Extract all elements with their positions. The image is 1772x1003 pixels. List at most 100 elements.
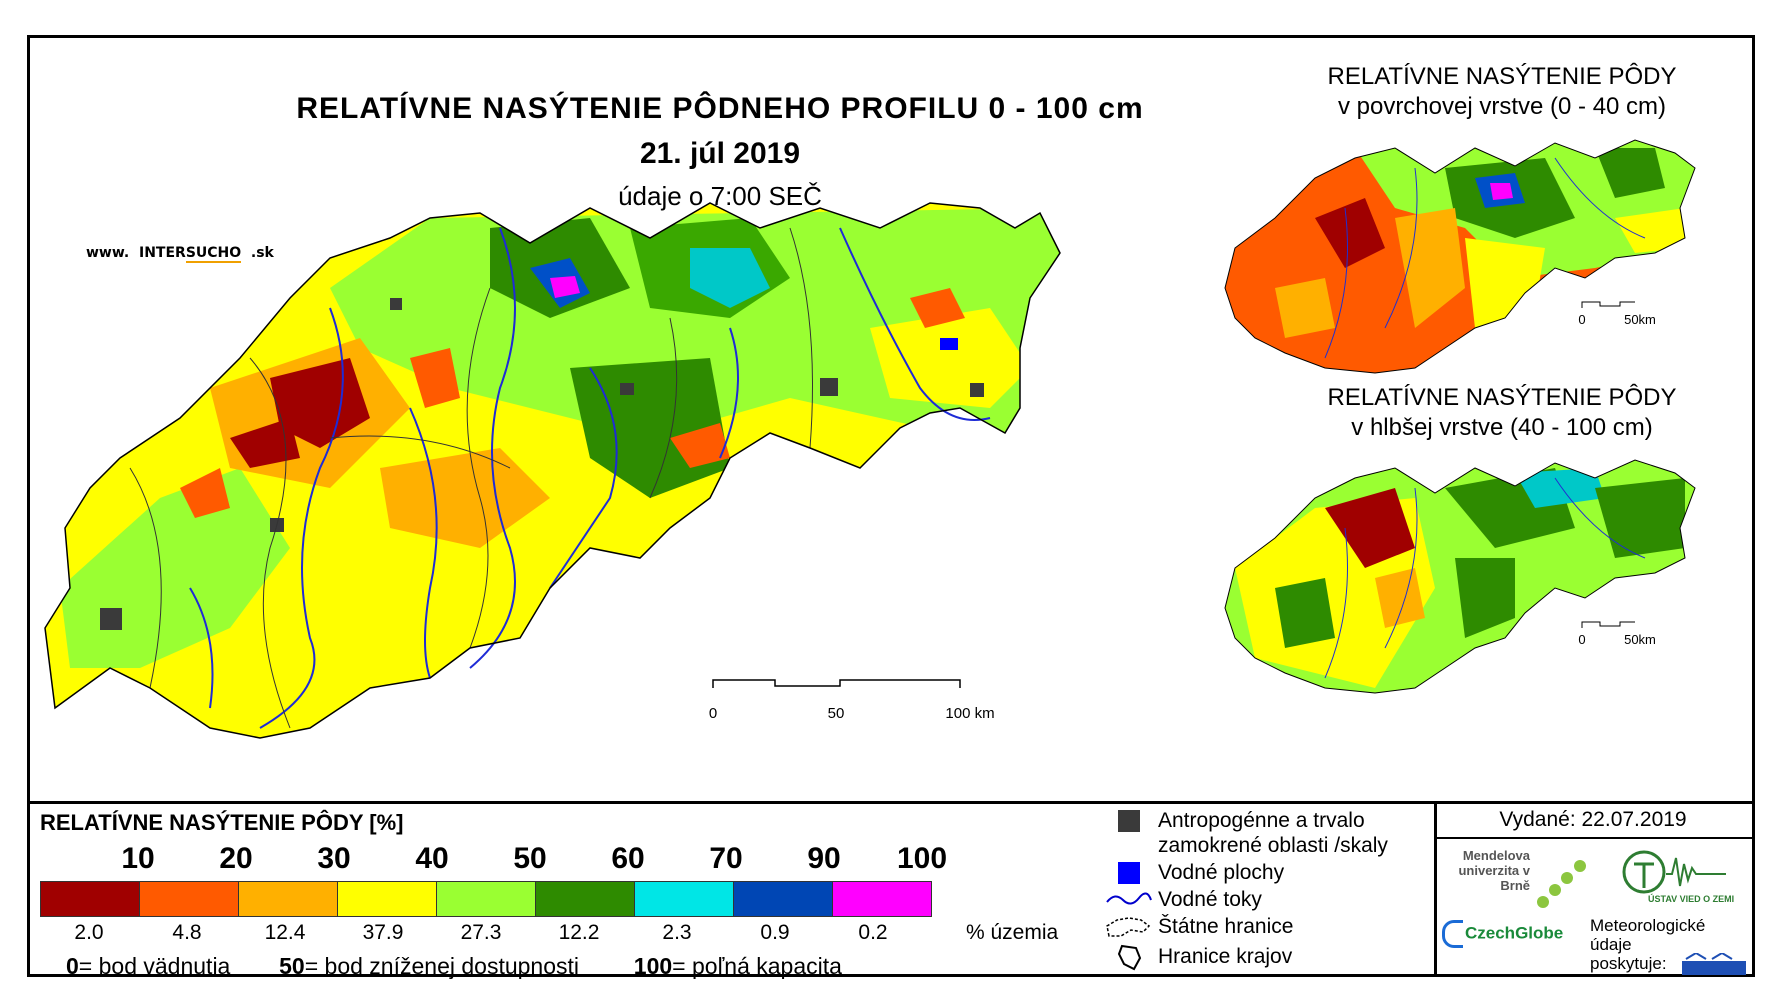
scale-bar-inset-deeper: [1581, 621, 1635, 628]
inset-bottom-title-line2: v hlbšej vrstve (40 - 100 cm): [1351, 414, 1653, 441]
mendel-university-logo: Mendelova univerzita v Brně: [1458, 848, 1530, 893]
symbol-label-rivers: Vodné toky: [1158, 888, 1262, 911]
state-border-main: [44, 202, 1061, 739]
shmu-logo-icon: [1682, 953, 1746, 975]
legend-threshold-40: 40: [415, 842, 449, 875]
legend-share-4: 27.3: [460, 921, 502, 944]
map-frame: RELATÍVNE NASÝTENIE PÔDNEHO PROFILU 0 - …: [27, 35, 1755, 980]
scale-inset-surface-label-0: 0: [1578, 312, 1585, 327]
legend-share-0: 2.0: [74, 921, 104, 944]
czechglobe-logo: CzechGlobe: [1442, 920, 1582, 948]
legend-title: RELATÍVNE NASÝTENIE PÔDY [%]: [40, 810, 404, 835]
legend-swatch-5: [535, 882, 634, 916]
legend-notes: 0= bod vädnutia 50= bod zníženej dostupn…: [66, 953, 842, 980]
main-map-raster: [45, 203, 1060, 738]
symbol-label-water-bodies: Vodné plochy: [1158, 861, 1285, 884]
czechglobe-name: CzechGlobe: [1465, 923, 1564, 943]
border-outline-icon: [1106, 917, 1151, 937]
scale-inset-deeper-label-50: 50km: [1624, 632, 1656, 647]
legend-threshold-30: 30: [317, 842, 351, 875]
website-name-a: INTER: [138, 245, 186, 261]
legend-threshold-70: 70: [709, 842, 743, 875]
scale-inset-surface-label-50: 50km: [1624, 312, 1656, 327]
uvgz-logo-icon: [1622, 850, 1726, 894]
legend-color-bar: [40, 881, 932, 917]
state-border-inset-deeper: [1224, 459, 1696, 694]
river-line-icon: [1106, 892, 1152, 905]
meteo-line3: poskytuje:: [1590, 954, 1667, 973]
note-0-value: 0: [66, 953, 79, 979]
scale-bar-inset-surface: [1581, 301, 1635, 308]
uvgz-logo-text: ÚSTAV VIED O ZEMI: [1648, 894, 1735, 904]
rivers-main: [189, 227, 991, 729]
inset-map-deeper-layer: 0 50km: [1224, 459, 1696, 694]
legend-threshold-10: 10: [121, 842, 155, 875]
inset-top-title: RELATÍVNE NASÝTENIE PÔDY v povrchovej vr…: [1252, 62, 1752, 122]
note-100-value: 100: [633, 953, 673, 979]
legend-threshold-50: 50: [513, 842, 547, 875]
note-50-value: 50: [279, 953, 305, 979]
symbol-label-region-borders: Hranice krajov: [1158, 945, 1293, 968]
legend-threshold-20: 20: [219, 842, 253, 875]
region-borders-main: [129, 227, 813, 729]
symbol-label-anthropogenic: Antropogénne a trvalo zamokrené oblasti …: [1158, 808, 1388, 858]
legend-threshold-100: 100: [896, 842, 948, 875]
rivers-inset-deeper: [1324, 477, 1646, 679]
legend-swatch-7: [733, 882, 832, 916]
note-0-text: = bod vädnutia: [78, 953, 231, 979]
inset-map-surface-layer: 0 50km: [1224, 139, 1696, 374]
legend-share-5: 12.2: [558, 921, 600, 944]
issued-divider: [1434, 837, 1752, 839]
scale-main-label-100: 100 km: [945, 705, 994, 722]
legend-swatch-8: [832, 882, 931, 916]
legend-share-3: 37.9: [362, 921, 404, 944]
legend-swatch-6: [634, 882, 733, 916]
inset-top-title-line1: RELATÍVNE NASÝTENIE PÔDY: [1327, 63, 1677, 90]
mendel-dots-icon: [1537, 860, 1586, 908]
map-date: 21. júl 2019: [639, 137, 801, 170]
legend-share-unit: % územia: [966, 921, 1059, 944]
scale-inset-deeper-label-0: 0: [1578, 632, 1585, 647]
legend-top-divider: [30, 801, 1752, 804]
symbol-label-anthropogenic-line2: zamokrené oblasti /skaly: [1158, 834, 1388, 857]
website-link[interactable]: www. INTERSUCHO .sk: [86, 245, 274, 263]
region-outline-icon: [1117, 944, 1142, 971]
legend-share-1: 4.8: [172, 921, 202, 944]
scale-main-label-50: 50: [828, 705, 845, 722]
meteo-line2: údaje: [1590, 935, 1632, 954]
square-blue-icon: [1118, 862, 1140, 884]
state-border-inset-surface: [1224, 139, 1696, 374]
main-soil-saturation-map: 0 50 100 km: [44, 202, 1061, 739]
meteo-line1: Meteorologické: [1590, 916, 1706, 935]
legend-swatch-4: [436, 882, 535, 916]
inset-bottom-title: RELATÍVNE NASÝTENIE PÔDY v hlbšej vrstve…: [1252, 383, 1752, 443]
inset-top-title-line2: v povrchovej vrstve (0 - 40 cm): [1337, 93, 1667, 120]
czechglobe-arc-icon: [1442, 920, 1463, 948]
legend-share-8: 0.2: [858, 921, 888, 944]
symbol-label-state-borders: Štátne hranice: [1158, 915, 1294, 938]
main-title: RELATÍVNE NASÝTENIE PÔDNEHO PROFILU 0 - …: [296, 92, 1144, 125]
legend-area-shares: 2.0 4.8 12.4 37.9 27.3 12.2 2.3 0.9 0.2: [30, 921, 1030, 947]
square-dark-icon: [1118, 810, 1140, 832]
website-prefix: www.: [86, 245, 130, 261]
website-name-b: SUCHO: [185, 245, 242, 263]
legend-right-divider: [1434, 801, 1437, 974]
rivers-inset-surface: [1324, 157, 1646, 359]
website-suffix: .sk: [250, 245, 274, 261]
legend-threshold-60: 60: [611, 842, 645, 875]
legend-share-7: 0.9: [760, 921, 790, 944]
legend-share-6: 2.3: [662, 921, 692, 944]
note-50-text: = bod zníženej dostupnosti: [304, 953, 580, 979]
meteo-data-note: Meteorologické údaje poskytuje:: [1590, 916, 1730, 973]
inset-bottom-title-line1: RELATÍVNE NASÝTENIE PÔDY: [1327, 384, 1677, 411]
legend-thresholds: 10 20 30 40 50 60 70 90 100: [30, 842, 1030, 878]
scale-main-label-0: 0: [709, 705, 717, 722]
issued-date: Vydané: 22.07.2019: [1499, 808, 1687, 831]
note-100-text: = poľná kapacita: [672, 953, 842, 979]
legend-swatch-1: [139, 882, 238, 916]
symbol-label-anthropogenic-line1: Antropogénne a trvalo: [1158, 809, 1365, 832]
legend-share-2: 12.4: [264, 921, 306, 944]
legend-threshold-90: 90: [807, 842, 841, 875]
legend-swatch-2: [238, 882, 337, 916]
data-time-note: údaje o 7:00 SEČ: [618, 181, 822, 211]
